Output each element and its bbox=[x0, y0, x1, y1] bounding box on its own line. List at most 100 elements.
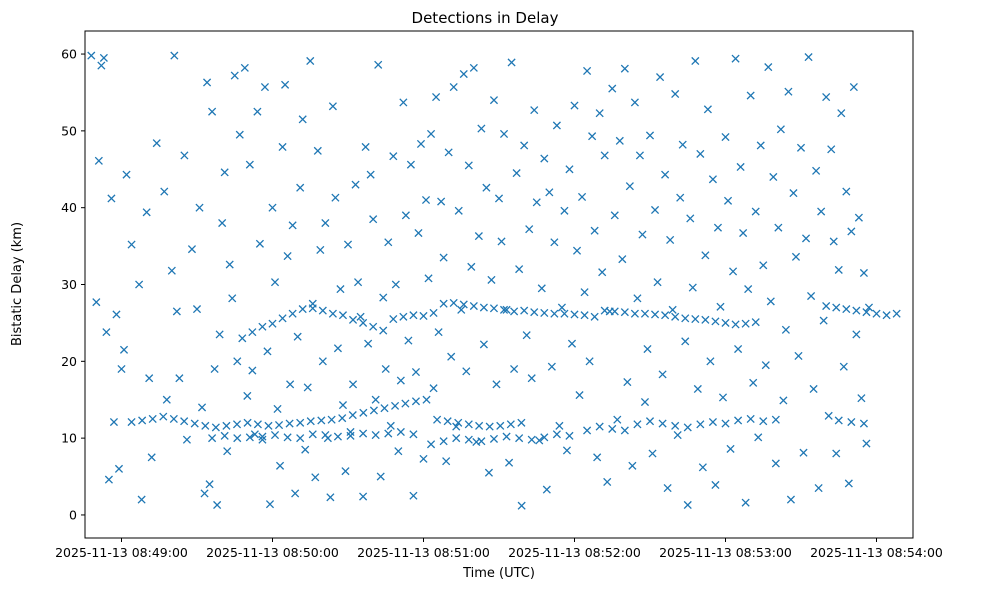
data-point bbox=[104, 475, 113, 484]
data-point bbox=[734, 344, 743, 354]
data-point bbox=[411, 368, 421, 377]
data-point bbox=[590, 312, 599, 321]
data-point bbox=[784, 87, 793, 96]
data-point bbox=[620, 64, 629, 73]
data-point bbox=[499, 129, 509, 138]
x-axis-label: Time (UTC) bbox=[462, 566, 535, 581]
data-point bbox=[331, 193, 340, 202]
data-point bbox=[379, 293, 388, 302]
data-point bbox=[633, 420, 642, 429]
data-point bbox=[794, 351, 803, 361]
data-point bbox=[264, 421, 273, 430]
data-point bbox=[746, 91, 755, 100]
data-point bbox=[285, 419, 294, 428]
data-point bbox=[152, 139, 161, 148]
data-point bbox=[452, 422, 461, 431]
data-point bbox=[371, 431, 380, 440]
data-point bbox=[474, 232, 483, 241]
data-point bbox=[265, 500, 275, 509]
data-point bbox=[419, 454, 428, 463]
data-point bbox=[253, 420, 262, 429]
data-point bbox=[278, 142, 287, 152]
data-point bbox=[696, 420, 705, 429]
data-point bbox=[318, 306, 327, 315]
data-point bbox=[522, 331, 531, 340]
x-tick-label: 2025-11-13 08:53:00 bbox=[659, 545, 792, 560]
data-point bbox=[648, 449, 657, 458]
data-point bbox=[799, 448, 808, 457]
data-point bbox=[233, 357, 242, 366]
data-point bbox=[127, 240, 136, 249]
data-point bbox=[686, 214, 695, 223]
data-point bbox=[557, 303, 566, 312]
data-point bbox=[464, 420, 473, 429]
data-point bbox=[696, 149, 705, 158]
data-point bbox=[135, 280, 144, 289]
data-point bbox=[650, 310, 660, 319]
data-point bbox=[580, 288, 589, 297]
y-axis: 0 10 20 30 40 50 60 bbox=[61, 47, 85, 522]
data-point bbox=[218, 218, 227, 228]
data-point bbox=[801, 234, 811, 243]
y-tick-label: 60 bbox=[61, 47, 77, 62]
data-point bbox=[854, 213, 863, 222]
data-point bbox=[396, 427, 405, 437]
data-point bbox=[296, 418, 305, 427]
data-point bbox=[172, 307, 181, 316]
data-point bbox=[401, 399, 410, 408]
data-point bbox=[469, 63, 478, 72]
data-point bbox=[167, 266, 176, 275]
x-tick-label: 2025-11-13 08:52:00 bbox=[508, 545, 641, 560]
data-point bbox=[819, 316, 828, 325]
data-point bbox=[658, 370, 667, 379]
data-point bbox=[437, 197, 446, 206]
data-point bbox=[862, 439, 871, 448]
data-point bbox=[603, 477, 612, 486]
data-point bbox=[99, 53, 108, 62]
y-tick-label: 40 bbox=[61, 200, 77, 215]
data-point bbox=[731, 320, 740, 329]
data-point bbox=[479, 340, 488, 349]
data-point bbox=[433, 415, 442, 424]
data-point bbox=[404, 336, 413, 345]
data-point bbox=[208, 107, 217, 116]
data-point bbox=[338, 414, 347, 423]
data-point bbox=[296, 434, 305, 443]
data-point bbox=[595, 422, 604, 431]
data-point bbox=[505, 458, 514, 467]
data-point bbox=[268, 319, 277, 328]
data-point bbox=[232, 420, 242, 429]
data-point bbox=[263, 347, 272, 356]
data-point bbox=[756, 141, 765, 150]
data-point bbox=[298, 115, 307, 124]
y-axis-label: Bistatic Delay (km) bbox=[10, 222, 25, 346]
data-point bbox=[399, 98, 408, 107]
data-point bbox=[386, 421, 395, 430]
data-point bbox=[359, 492, 368, 501]
data-point bbox=[512, 169, 521, 178]
data-point bbox=[859, 268, 868, 278]
data-point bbox=[605, 307, 614, 316]
data-point bbox=[258, 432, 267, 441]
data-point bbox=[701, 315, 710, 324]
data-point bbox=[223, 447, 232, 456]
data-point bbox=[213, 500, 222, 510]
data-point bbox=[676, 193, 685, 202]
data-point bbox=[283, 433, 292, 442]
data-point bbox=[779, 396, 788, 405]
data-point bbox=[515, 265, 524, 274]
data-point bbox=[359, 318, 368, 327]
data-point bbox=[200, 489, 209, 498]
data-point bbox=[764, 63, 773, 72]
data-point bbox=[92, 298, 101, 307]
data-point bbox=[630, 309, 639, 318]
data-point bbox=[318, 357, 327, 366]
data-point bbox=[107, 194, 116, 203]
data-point bbox=[610, 211, 619, 220]
data-point bbox=[734, 416, 743, 425]
data-point bbox=[148, 414, 157, 423]
data-point bbox=[492, 380, 501, 389]
data-point bbox=[182, 435, 191, 444]
data-point bbox=[327, 415, 336, 424]
